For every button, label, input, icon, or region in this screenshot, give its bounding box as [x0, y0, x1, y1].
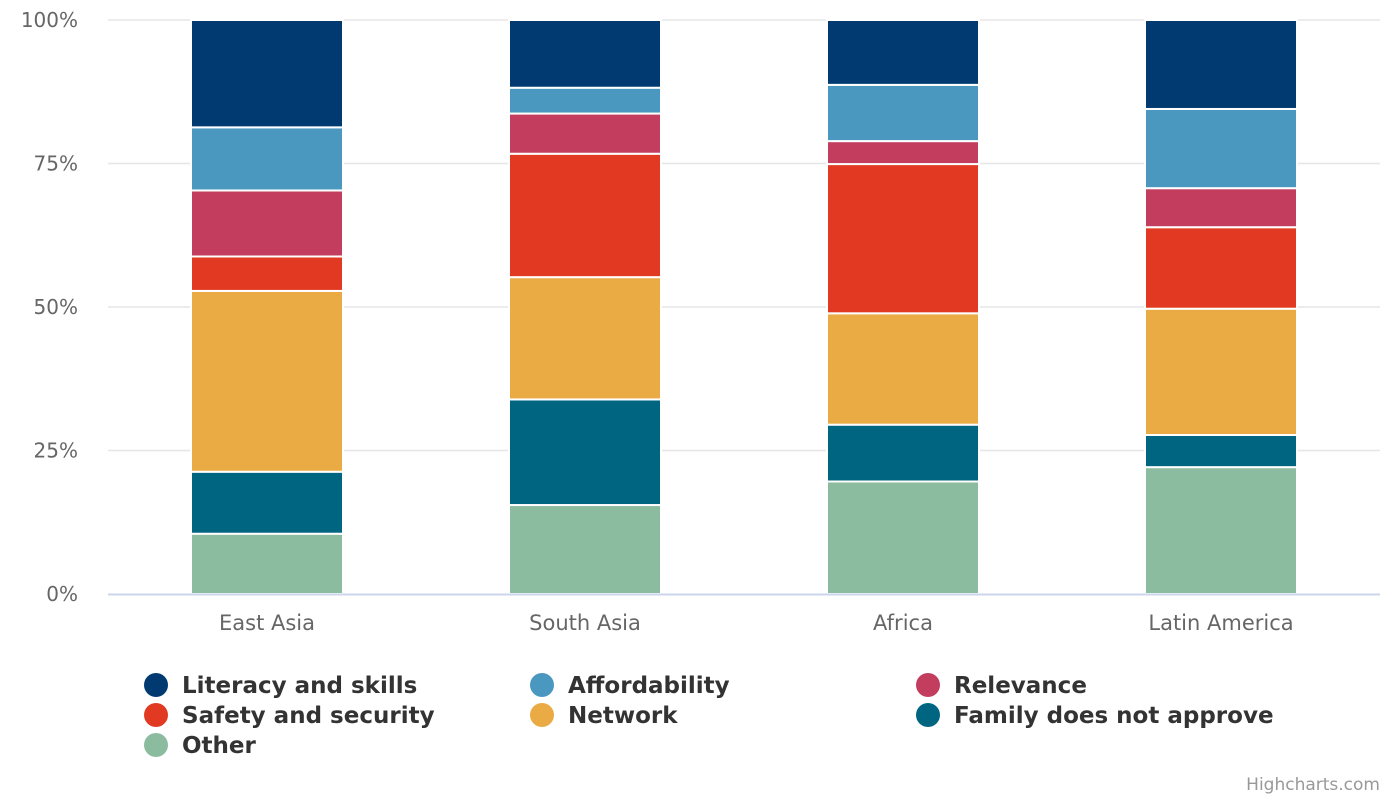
- legend-symbol: [144, 673, 168, 697]
- legend-item[interactable]: Network: [530, 703, 678, 729]
- bar-segment[interactable]: [1144, 434, 1298, 469]
- bar-segment[interactable]: [826, 19, 980, 86]
- bar-segment[interactable]: [190, 532, 344, 595]
- axes: 0% 25% 50% 75% 100% East Asia South Asia Africa…: [21, 8, 1380, 635]
- bar-segment[interactable]: [508, 152, 662, 279]
- legend-symbol: [530, 673, 554, 697]
- legend-symbol: [916, 673, 940, 697]
- bar-segment[interactable]: [508, 504, 662, 595]
- bar-segment[interactable]: [508, 112, 662, 155]
- y-tick-label: 25%: [34, 439, 78, 463]
- legend-symbol: [144, 733, 168, 757]
- bar-segment[interactable]: [508, 398, 662, 507]
- bar-segment[interactable]: [190, 19, 344, 129]
- bar-segment[interactable]: [1144, 307, 1298, 437]
- bar-segment[interactable]: [826, 423, 980, 483]
- y-tick-label: 0%: [46, 582, 78, 606]
- bars: [190, 19, 1298, 595]
- bar-segment[interactable]: [190, 289, 344, 473]
- bar-segment[interactable]: [1144, 466, 1298, 595]
- x-tick-label: South Asia: [529, 611, 641, 635]
- bar-segment[interactable]: [190, 189, 344, 258]
- bar-segment[interactable]: [1144, 226, 1298, 310]
- legend-item[interactable]: Other: [144, 733, 257, 759]
- bar-segment[interactable]: [826, 163, 980, 315]
- bar-segment[interactable]: [1144, 19, 1298, 110]
- bar-segment[interactable]: [190, 470, 344, 535]
- legend-label: Other: [182, 733, 257, 759]
- legend-label: Affordability: [568, 673, 730, 699]
- bar-segment[interactable]: [1144, 187, 1298, 229]
- y-tick-label: 75%: [34, 152, 78, 176]
- bar-segment[interactable]: [190, 126, 344, 192]
- bar-segment[interactable]: [508, 86, 662, 115]
- legend-item[interactable]: Relevance: [916, 673, 1087, 699]
- legend-item[interactable]: Family does not approve: [916, 703, 1274, 729]
- legend-symbol: [530, 703, 554, 727]
- legend-symbol: [916, 703, 940, 727]
- legend-item[interactable]: Affordability: [530, 673, 730, 699]
- legend-item[interactable]: Literacy and skills: [144, 673, 417, 699]
- y-tick-label: 100%: [21, 8, 78, 32]
- legend-label: Literacy and skills: [182, 673, 417, 699]
- legend-item[interactable]: Safety and security: [144, 703, 435, 729]
- legend-label: Network: [568, 703, 678, 729]
- x-tick-label: Africa: [873, 611, 933, 635]
- bar-segment[interactable]: [1144, 107, 1298, 190]
- legend: Literacy and skills Affordability Relevanc…: [144, 673, 1274, 759]
- bar-segment[interactable]: [190, 255, 344, 292]
- bar-segment[interactable]: [826, 312, 980, 426]
- legend-symbol: [144, 703, 168, 727]
- x-tick-label: Latin America: [1148, 611, 1293, 635]
- y-tick-label: 50%: [34, 295, 78, 319]
- legend-label: Safety and security: [182, 703, 435, 729]
- bar-segment[interactable]: [508, 276, 662, 401]
- bar-segment[interactable]: [826, 83, 980, 143]
- bar-segment[interactable]: [826, 480, 980, 595]
- credits-link[interactable]: Highcharts.com: [1246, 775, 1380, 795]
- bar-segment[interactable]: [826, 140, 980, 166]
- x-tick-label: East Asia: [219, 611, 315, 635]
- bar-segment[interactable]: [508, 19, 662, 89]
- legend-label: Family does not approve: [954, 703, 1274, 729]
- legend-label: Relevance: [954, 673, 1087, 699]
